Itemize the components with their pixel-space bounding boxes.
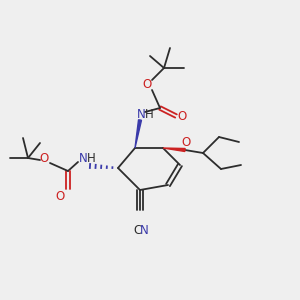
Text: N: N xyxy=(136,109,146,122)
Text: O: O xyxy=(177,110,187,122)
Text: O: O xyxy=(39,152,49,164)
Text: H: H xyxy=(145,109,153,122)
Text: C: C xyxy=(133,224,141,236)
Text: O: O xyxy=(182,136,190,149)
Text: N: N xyxy=(140,224,148,236)
Polygon shape xyxy=(163,148,185,152)
Text: N: N xyxy=(79,152,87,164)
Text: O: O xyxy=(142,77,152,91)
Text: H: H xyxy=(87,152,95,164)
Polygon shape xyxy=(135,120,142,148)
Text: O: O xyxy=(56,190,64,202)
